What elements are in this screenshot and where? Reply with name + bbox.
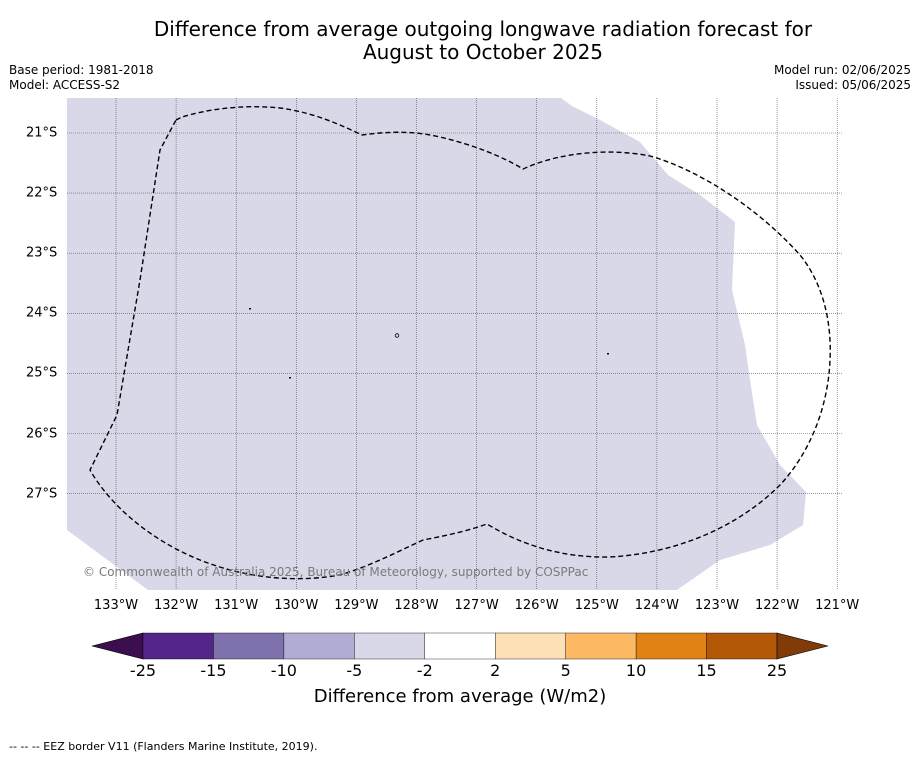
map-artefact <box>249 308 251 310</box>
issued-date: Issued: 05/06/2025 <box>795 78 911 92</box>
graticule <box>67 98 843 590</box>
colorbar-tick-label: -5 <box>346 661 363 680</box>
eez-legend-note: -- -- -- EEZ border V11 (Flanders Marine… <box>9 740 318 753</box>
longitude-label: 126°W <box>514 598 559 613</box>
latitude-label: 27°S <box>26 486 58 502</box>
longitude-label: 124°W <box>634 598 679 613</box>
longitude-label: 125°W <box>574 598 619 613</box>
colorbar-segment <box>354 632 425 660</box>
copyright-notice: © Commonwealth of Australia 2025, Bureau… <box>83 565 589 579</box>
colorbar-tick-label: -2 <box>416 661 433 680</box>
colorbar-tick-label: 2 <box>490 661 501 680</box>
colorbar-segment <box>495 632 566 660</box>
colorbar-segment <box>142 632 214 660</box>
colorbar-tick-label: 5 <box>560 661 571 680</box>
colorbar-extend-high <box>776 632 829 660</box>
colorbar-tick-label: 10 <box>625 661 647 680</box>
longitude-label: 131°W <box>214 598 259 613</box>
longitude-label: 132°W <box>154 598 199 613</box>
latitude-label: 21°S <box>26 125 58 141</box>
colorbar-segment <box>424 632 496 660</box>
longitude-label: 129°W <box>334 598 379 613</box>
colorbar-tick-label: 15 <box>696 661 717 680</box>
longitude-label: 127°W <box>454 598 499 613</box>
latitude-label: 24°S <box>26 305 58 321</box>
latitude-label: 23°S <box>26 245 58 261</box>
map-artefact <box>607 353 609 355</box>
colorbar-segment <box>706 632 778 660</box>
colorbar <box>91 632 829 660</box>
anomaly-field <box>67 98 806 590</box>
colorbar-tick-label: -10 <box>270 661 297 680</box>
model-run: Model run: 02/06/2025 <box>773 63 911 77</box>
longitude-label: 130°W <box>274 598 319 613</box>
map-title: Difference from average outgoing longwav… <box>0 18 919 64</box>
longitude-label: 121°W <box>815 598 860 613</box>
longitude-label: 128°W <box>394 598 439 613</box>
meta-right: Model run: 02/06/2025 Issued: 05/06/2025 <box>774 63 911 93</box>
longitude-label: 133°W <box>93 598 139 613</box>
meta-left: Base period: 1981-2018 Model: ACCESS-S2 <box>9 63 154 93</box>
colorbar-tick-label: 25 <box>766 661 788 680</box>
title-line-2: August to October 2025 <box>362 40 604 64</box>
eez-border <box>89 106 831 580</box>
colorbar-segment <box>213 632 285 660</box>
base-period: Base period: 1981-2018 <box>9 63 154 77</box>
colorbar-segment <box>635 632 707 660</box>
latitude-label: 26°S <box>26 426 58 441</box>
colorbar-segment <box>283 632 355 660</box>
map-artefact <box>394 333 400 338</box>
latitude-label: 22°S <box>26 185 58 201</box>
colorbar-title: Difference from average (W/m2) <box>313 686 607 707</box>
longitude-label: 122°W <box>755 598 800 613</box>
colorbar-extend-low <box>91 632 144 660</box>
map-artefact <box>289 377 291 379</box>
colorbar-tick-label: -25 <box>129 661 157 680</box>
longitude-label: 123°W <box>694 598 740 613</box>
title-line-1: Difference from average outgoing longwav… <box>153 17 813 41</box>
colorbar-segment <box>565 632 637 660</box>
latitude-label: 25°S <box>26 365 58 381</box>
colorbar-tick-label: -15 <box>200 661 227 680</box>
model-name: Model: ACCESS-S2 <box>9 78 121 92</box>
